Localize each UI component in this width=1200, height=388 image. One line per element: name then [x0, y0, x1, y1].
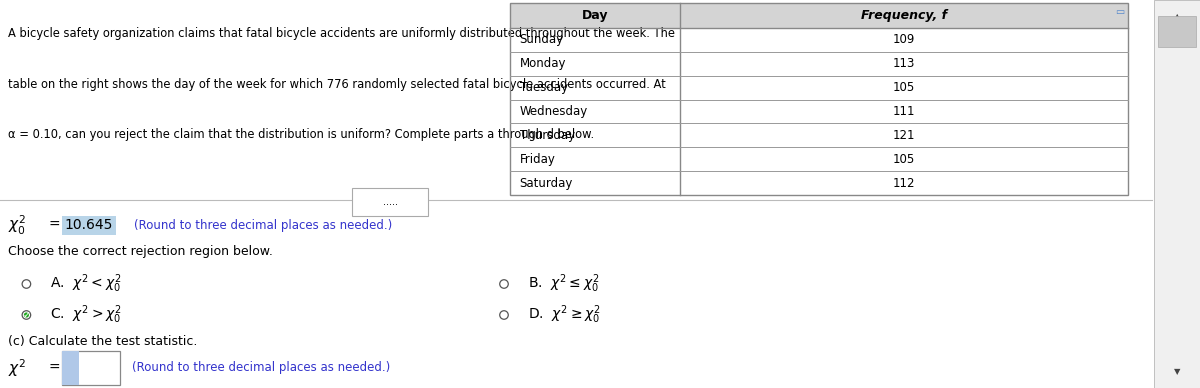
Bar [510, 3, 1128, 195]
Text: Monday: Monday [520, 57, 566, 70]
Text: Day: Day [582, 9, 608, 22]
Text: Sunday: Sunday [520, 33, 564, 47]
Text: Wednesday: Wednesday [520, 105, 588, 118]
Text: 121: 121 [893, 129, 916, 142]
Bar [1158, 16, 1196, 47]
Text: Tuesday: Tuesday [520, 81, 568, 94]
Text: ▲: ▲ [1174, 12, 1181, 21]
Text: ▭: ▭ [1115, 7, 1124, 17]
Text: 105: 105 [893, 153, 916, 166]
Ellipse shape [24, 312, 29, 317]
Text: 109: 109 [893, 33, 916, 47]
Text: C.  $\chi^2 > \chi^2_0$: C. $\chi^2 > \chi^2_0$ [50, 304, 122, 326]
Text: 112: 112 [893, 177, 916, 190]
Bar [352, 188, 428, 215]
Ellipse shape [22, 280, 31, 288]
Text: .....: ..... [383, 197, 397, 207]
Ellipse shape [499, 311, 509, 319]
Text: (Round to three decimal places as needed.): (Round to three decimal places as needed… [132, 362, 390, 374]
Text: B.  $\chi^2 \leq \chi^2_0$: B. $\chi^2 \leq \chi^2_0$ [528, 273, 599, 295]
Text: D.  $\chi^2 \geq \chi^2_0$: D. $\chi^2 \geq \chi^2_0$ [528, 304, 600, 326]
Bar [62, 350, 78, 385]
Text: Thursday: Thursday [520, 129, 575, 142]
Text: 10.645: 10.645 [65, 218, 113, 232]
Text: 111: 111 [893, 105, 916, 118]
Text: ▼: ▼ [1174, 367, 1181, 376]
Text: A.  $\chi^2 < \chi^2_0$: A. $\chi^2 < \chi^2_0$ [50, 273, 121, 295]
Text: Choose the correct rejection region below.: Choose the correct rejection region belo… [8, 246, 274, 258]
Text: =: = [48, 361, 60, 375]
Ellipse shape [499, 280, 509, 288]
Text: 105: 105 [893, 81, 916, 94]
Text: (Round to three decimal places as needed.): (Round to three decimal places as needed… [134, 218, 392, 232]
Text: α = 0.10, can you reject the claim that the distribution is uniform? Complete pa: α = 0.10, can you reject the claim that … [8, 128, 594, 141]
Text: table on the right shows the day of the week for which 776 randomly selected fat: table on the right shows the day of the … [8, 78, 666, 91]
Ellipse shape [22, 311, 31, 319]
Bar [510, 3, 1128, 28]
Bar [1154, 0, 1200, 388]
Text: (c) Calculate the test statistic.: (c) Calculate the test statistic. [8, 336, 198, 348]
Text: 113: 113 [893, 57, 916, 70]
Text: $\chi^2_0$: $\chi^2_0$ [8, 213, 26, 237]
Text: A bicycle safety organization claims that fatal bicycle accidents are uniformly : A bicycle safety organization claims tha… [8, 27, 676, 40]
Text: $\chi^2$: $\chi^2$ [8, 357, 26, 379]
Text: Friday: Friday [520, 153, 556, 166]
Text: Saturday: Saturday [520, 177, 572, 190]
Text: ✓: ✓ [23, 310, 30, 320]
Bar [62, 350, 120, 385]
Text: =: = [48, 218, 60, 232]
Text: Frequency, f: Frequency, f [860, 9, 947, 22]
